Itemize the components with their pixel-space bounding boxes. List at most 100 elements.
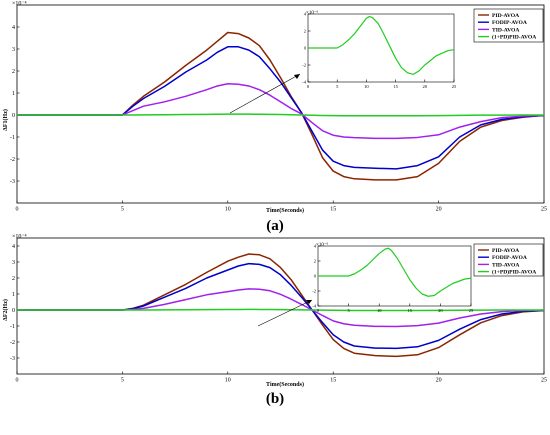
pb-series-line-0 [17,253,545,358]
pb-inset-xtick-label: 15 [408,308,413,313]
pa-xtick-label: 20 [436,207,442,213]
panel-a-caption: (a) [266,218,284,234]
legend-label-0: PID-AVOA [492,248,519,254]
pa-inset-ytick-label: -4 [302,80,306,85]
pa-inset-ytick-label: 0 [304,46,307,51]
pa-xtick-label: 5 [121,207,124,213]
pb-inset-ytick-label: -2 [312,289,316,294]
pb-inset-ytick-label: 2 [314,259,316,264]
legend-label-2: TID-AVOA [492,27,519,33]
pb-inset-xtick-label: 10 [377,308,382,313]
panel-a-xlabel: Time(Seconds) [266,207,304,214]
pa-series-line-1 [17,46,545,170]
legend-label-1: FODIP-AVOA [492,255,527,261]
pb-inset-xtick-label: 5 [347,308,350,313]
pa-inset-series-line [308,15,455,75]
panel-b-inset-line [318,247,472,297]
panel-b-xlabel: Time(Seconds) [266,381,304,388]
legend-label-3: (1+PD)PID-AVOA [492,34,536,41]
panel-a-plot-frame [16,4,545,204]
pa-ytick-label: 1 [12,91,15,97]
pa-xtick-label: 25 [541,207,547,213]
pa-inset-xtick-label: 20 [423,84,428,89]
pb-series-line-3 [17,308,545,312]
pb-ytick-label: 1 [12,292,15,298]
panel-a-inset-pointer [229,73,301,114]
pb-inset-xtick-label: 20 [438,308,443,313]
pa-xtick-label: 0 [16,207,19,213]
panel-a: ×10⁻⁴ ΔF1(Hz) Time(Seconds) 0 5 10 15 20 25-3… [2,1,547,234]
pb-inset-ytick-label: 4 [314,244,317,249]
panel-b-inset-y-exponent: ×10⁻⁶ [316,242,328,248]
panel-b-inset: ×10⁻⁶ 0 5 10 15 20 25 -4 -2 0 2 4 [312,242,474,313]
pa-inset-xtick-label: 5 [336,84,339,89]
pb-inset-ytick-label: 0 [314,274,317,279]
legend-label-3: (1+PD)PID-AVOA [492,269,536,276]
panel-b-inset-pointer [257,299,313,327]
panel-b-ylabel: ΔF2(Hz) [2,299,9,321]
pa-xtick-label: 15 [330,207,336,213]
pb-xtick-label: 25 [541,378,547,384]
pb-ytick-label: 0 [12,308,15,314]
pa-inset-xtick-label: 0 [307,84,310,89]
pb-ytick-label: -1 [10,324,15,330]
panel-b-series-lines [17,253,545,358]
pa-inset-xtick-label: 10 [364,84,369,89]
legend-label-0: PID-AVOA [492,13,519,19]
pb-inset-ytick-label: -4 [312,304,316,309]
pb-inset-xtick-label: 0 [317,308,320,313]
pa-ytick-label: 0 [12,113,15,119]
pa-inset-ytick-label: -2 [302,63,306,68]
panel-b-inset-pointer-head [306,300,312,304]
panel-a-inset-pointer-head [294,74,300,79]
pa-series-line-3 [17,113,545,117]
pb-xtick-label: 5 [121,378,124,384]
panel-a-inset-y-exponent: ×10⁻⁶ [306,10,318,16]
pb-ytick-label: 2 [12,276,15,282]
pa-ytick-label: 3 [12,47,15,53]
pa-ytick-label: -1 [10,135,15,141]
panel-b-inset-ticks: 0 5 10 15 20 25 -4 -2 0 2 4 [312,244,474,313]
pb-series-line-1 [17,262,545,350]
panel-a-inset-ticks: 0 5 10 15 20 25 -4 -2 0 2 4 [302,12,457,89]
pb-series-line-2 [17,288,545,328]
panel-b-y-exponent: ×10⁻⁴ [12,234,27,240]
panel-b-plot-frame [16,237,545,375]
pb-ytick-label: -3 [10,356,15,362]
pa-inset-xtick-label: 25 [452,84,457,89]
pb-xtick-label: 10 [225,378,231,384]
pa-inset-xtick-label: 15 [393,84,398,89]
pa-ytick-label: -2 [10,157,15,163]
panel-a-series-lines [17,31,545,181]
pb-xtick-label: 20 [436,378,442,384]
pb-ytick-label: -2 [10,340,15,346]
panel-a-ylabel: ΔF1(Hz) [2,109,9,131]
pb-ytick-label: 4 [12,244,15,250]
legend-label-1: FODIP-AVOA [492,20,527,26]
pb-xtick-label: 15 [330,378,336,384]
panel-a-inset: ×10⁻⁶ 0 5 10 15 20 25 -4 -2 0 2 4 [302,10,457,89]
pa-inset-ytick-label: 2 [304,29,306,34]
pb-ytick-label: 3 [12,260,15,266]
pa-ytick-label: 2 [12,69,15,75]
pa-inset-ytick-label: 4 [304,12,307,17]
pa-ytick-label: 4 [12,25,15,31]
pa-ytick-label: -3 [10,179,15,185]
pb-xtick-label: 0 [16,378,19,384]
pa-xtick-label: 10 [225,207,231,213]
panel-b-caption: (b) [266,391,284,407]
pb-inset-xtick-label: 25 [469,308,474,313]
legend-label-2: TID-AVOA [492,262,519,268]
pb-inset-series-line [318,247,472,297]
panel-a-inset-line [308,15,455,75]
panel-a-y-exponent: ×10⁻⁴ [12,1,27,7]
panel-b: ×10⁻⁴ ΔF2(Hz) Time(Seconds) 0 5 10 15 20 25-3… [2,234,547,407]
pa-series-line-2 [17,83,545,140]
